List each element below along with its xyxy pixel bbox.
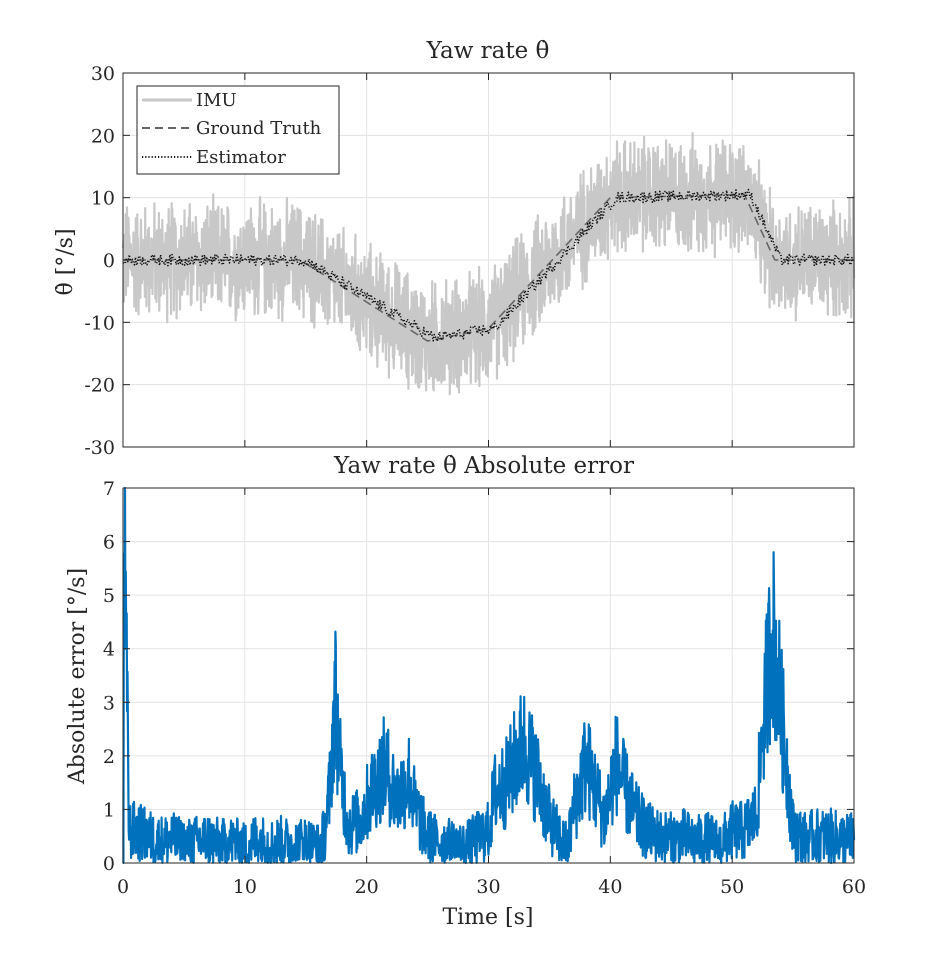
absolute-error-chart: 0 10 20 30 40 50 60 0 1 2 3 4 5 6 7 Yaw rate θ̇ Absolu… — [65, 453, 866, 930]
y-tick-label: 1 — [103, 799, 115, 821]
y-tick-label: 4 — [103, 639, 115, 661]
y-tick-label: -30 — [84, 437, 115, 459]
series-line-imu — [121, 132, 856, 396]
yaw-rate-title: Yaw rate θ̇ — [426, 38, 550, 64]
x-tick-label: 30 — [476, 876, 500, 898]
x-tick-label: 0 — [117, 876, 129, 898]
x-tick-label: 60 — [842, 876, 866, 898]
x-tick-label: 50 — [720, 876, 744, 898]
absolute-error-xlabel: Time [s] — [442, 905, 533, 930]
absolute-error-series — [122, 486, 856, 865]
y-tick-label: -10 — [84, 312, 115, 334]
x-tick-label: 10 — [233, 876, 257, 898]
absolute-error-title: Yaw rate θ̇ Absolute error — [333, 453, 634, 479]
legend-imu-label: IMU — [196, 90, 237, 111]
series-line-estimator — [122, 188, 855, 343]
y-tick-label: 0 — [103, 250, 115, 272]
yaw-rate-legend: IMU Ground Truth Estimator — [136, 85, 340, 175]
legend-ground-truth-label: Ground Truth — [196, 118, 322, 139]
yaw-rate-ticks: -30 -20 -10 0 10 20 30 — [84, 63, 855, 459]
y-tick-label: 2 — [103, 746, 115, 768]
yaw-rate-chart: -30 -20 -10 0 10 20 30 Yaw rate θ̇ θ̇ [°/s] IM… — [53, 38, 856, 459]
x-tick-label: 40 — [598, 876, 622, 898]
absolute-error-ylabel: Absolute error [°/s] — [65, 568, 90, 785]
legend-estimator-label: Estimator — [196, 147, 286, 168]
y-tick-label: 6 — [103, 532, 115, 554]
y-tick-label: 5 — [103, 585, 115, 607]
series-line-absolute-error — [122, 486, 856, 865]
yaw-rate-series — [121, 132, 856, 396]
y-tick-label: 3 — [103, 692, 115, 714]
y-tick-label: 20 — [91, 125, 115, 147]
x-tick-label: 20 — [355, 876, 379, 898]
y-tick-label: 0 — [103, 853, 115, 875]
absolute-error-ticks: 0 10 20 30 40 50 60 0 1 2 3 4 5 6 7 — [103, 478, 866, 898]
yaw-rate-ylabel: θ̇ [°/s] — [53, 228, 78, 295]
y-tick-label: 30 — [91, 63, 115, 85]
y-tick-label: 10 — [91, 188, 115, 210]
y-tick-label: 7 — [103, 478, 115, 500]
y-tick-label: -20 — [84, 375, 115, 397]
